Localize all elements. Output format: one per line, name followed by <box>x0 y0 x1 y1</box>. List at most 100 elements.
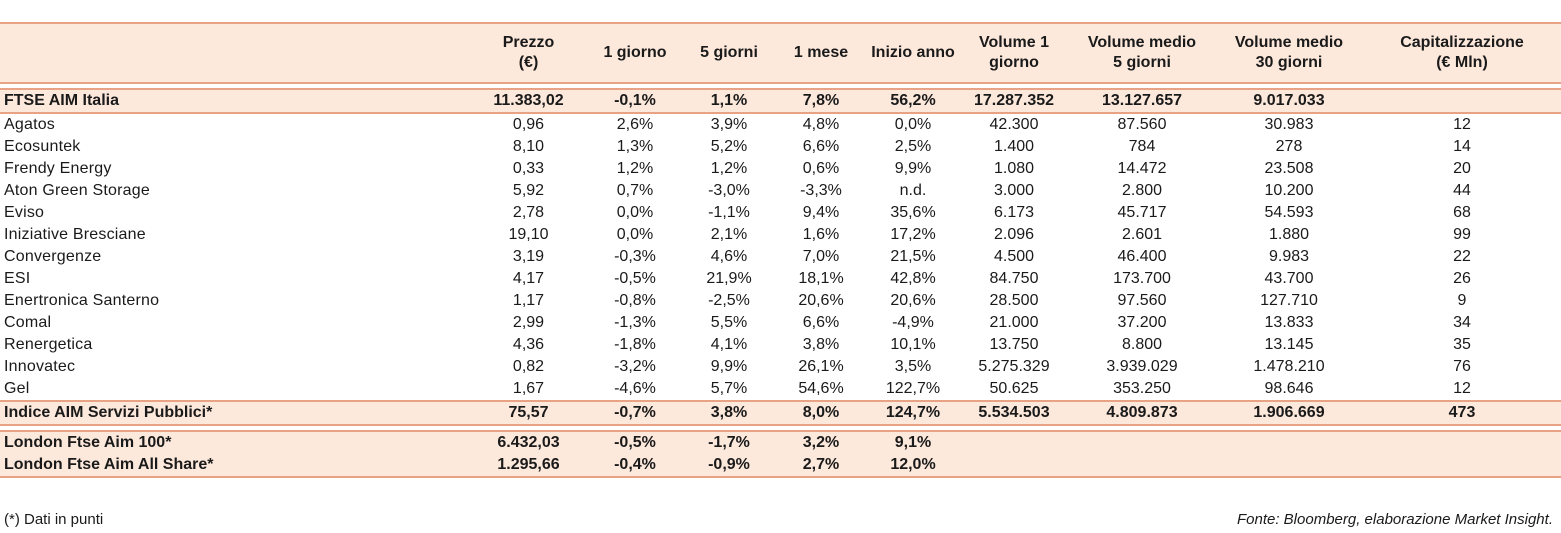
table-row: Eviso 2,78 0,0% -1,1% 9,4% 35,6% 6.173 45.717 54… <box>0 202 1561 224</box>
table-cell: 3,8% <box>683 400 775 426</box>
table-cell <box>1215 430 1363 454</box>
table-cell: 2,1% <box>683 224 775 246</box>
footnote: (*) Dati in punti <box>4 511 104 528</box>
table-cell: -0,7% <box>587 400 683 426</box>
london-aim-100-row: London Ftse Aim 100* 6.432,03 -0,5% -1,7% 3,… <box>0 430 1561 454</box>
row-label: Frendy Energy <box>0 158 470 180</box>
table-cell: 1.400 <box>959 136 1069 158</box>
column-header: 1 mese <box>775 22 867 84</box>
table-cell: 10,1% <box>867 334 959 356</box>
table-cell: -4,9% <box>867 312 959 334</box>
table-cell: 4,17 <box>470 268 587 290</box>
table-cell: 1,17 <box>470 290 587 312</box>
row-label: FTSE AIM Italia <box>0 88 470 114</box>
table-cell: 12 <box>1363 113 1561 136</box>
london-aim-all-share-row: London Ftse Aim All Share* 1.295,66 -0,4% -… <box>0 454 1561 478</box>
table-cell: 2,78 <box>470 202 587 224</box>
table-cell: 9,9% <box>867 158 959 180</box>
row-label: Innovatec <box>0 356 470 378</box>
column-header: Volume medio 5 giorni <box>1069 22 1215 84</box>
table-cell: 1,1% <box>683 88 775 114</box>
row-label: Agatos <box>0 113 470 136</box>
table-cell: -0,8% <box>587 290 683 312</box>
table-cell <box>1363 430 1561 454</box>
table-cell: 2,7% <box>775 454 867 478</box>
row-label: Gel <box>0 378 470 401</box>
table-cell: 1,6% <box>775 224 867 246</box>
table-cell: 26,1% <box>775 356 867 378</box>
table-cell: 6,6% <box>775 136 867 158</box>
ftse-aim-italia-row: FTSE AIM Italia 11.383,02 -0,1% 1,1% 7,8% 56,… <box>0 88 1561 114</box>
row-spacer <box>0 425 1561 431</box>
table-cell: 13.127.657 <box>1069 88 1215 114</box>
column-header: Volume medio 30 giorni <box>1215 22 1363 84</box>
table-cell: 4,36 <box>470 334 587 356</box>
table-cell: 6.173 <box>959 202 1069 224</box>
table-row: ESI 4,17 -0,5% 21,9% 18,1% 42,8% 84.750 173.700… <box>0 268 1561 290</box>
table-cell: 14.472 <box>1069 158 1215 180</box>
table-cell: 0,33 <box>470 158 587 180</box>
table-cell: 4,6% <box>683 246 775 268</box>
table-cell: 98.646 <box>1215 378 1363 401</box>
row-spacer <box>0 83 1561 89</box>
table-cell: 0,6% <box>775 158 867 180</box>
row-label: Ecosuntek <box>0 136 470 158</box>
table-cell: 97.560 <box>1069 290 1215 312</box>
row-label: Enertronica Santerno <box>0 290 470 312</box>
table-cell: 1,67 <box>470 378 587 401</box>
table-cell: 5,2% <box>683 136 775 158</box>
column-header: Prezzo (€) <box>470 22 587 84</box>
table-cell: 44 <box>1363 180 1561 202</box>
table-cell: 17.287.352 <box>959 88 1069 114</box>
table-cell: 3,5% <box>867 356 959 378</box>
column-header: 1 giorno <box>587 22 683 84</box>
table-cell <box>1215 454 1363 478</box>
source-note: Fonte: Bloomberg, elaborazione Market In… <box>1236 511 1553 528</box>
row-label: Renergetica <box>0 334 470 356</box>
column-header: 5 giorni <box>683 22 775 84</box>
row-label: Aton Green Storage <box>0 180 470 202</box>
table-body: FTSE AIM Italia 11.383,02 -0,1% 1,1% 7,8% 56,… <box>0 83 1561 478</box>
table-cell: -0,3% <box>587 246 683 268</box>
table-cell: 124,7% <box>867 400 959 426</box>
table-cell: 21,5% <box>867 246 959 268</box>
table-row: Innovatec 0,82 -3,2% 9,9% 26,1% 3,5% 5.275.329… <box>0 356 1561 378</box>
table-cell: 54,6% <box>775 378 867 401</box>
table-cell: 42.300 <box>959 113 1069 136</box>
table-cell: 784 <box>1069 136 1215 158</box>
table-cell <box>1363 88 1561 114</box>
table-cell <box>959 454 1069 478</box>
table-cell: 19,10 <box>470 224 587 246</box>
table-row: Convergenze 3,19 -0,3% 4,6% 7,0% 21,5% 4.500 46… <box>0 246 1561 268</box>
table-cell: n.d. <box>867 180 959 202</box>
table-cell: -0,4% <box>587 454 683 478</box>
table-cell: 8.800 <box>1069 334 1215 356</box>
table-cell: 0,0% <box>587 202 683 224</box>
table-cell: 21.000 <box>959 312 1069 334</box>
table-row: Agatos 0,96 2,6% 3,9% 4,8% 0,0% 42.300 87.560 30… <box>0 113 1561 136</box>
table-cell: 13.833 <box>1215 312 1363 334</box>
table-cell: 28.500 <box>959 290 1069 312</box>
table-cell: 87.560 <box>1069 113 1215 136</box>
table-cell: 26 <box>1363 268 1561 290</box>
table-cell: 473 <box>1363 400 1561 426</box>
table-cell: 9,9% <box>683 356 775 378</box>
table-cell: 1.478.210 <box>1215 356 1363 378</box>
table-cell: 4.809.873 <box>1069 400 1215 426</box>
table-cell: 18,1% <box>775 268 867 290</box>
table-cell: 20,6% <box>867 290 959 312</box>
table-cell: 68 <box>1363 202 1561 224</box>
table-cell: 0,0% <box>587 224 683 246</box>
table-cell: -3,0% <box>683 180 775 202</box>
table-cell: 9.983 <box>1215 246 1363 268</box>
table-cell <box>1069 430 1215 454</box>
table-cell: 353.250 <box>1069 378 1215 401</box>
row-label: London Ftse Aim All Share* <box>0 454 470 478</box>
table-cell: 278 <box>1215 136 1363 158</box>
column-header: Volume 1 giorno <box>959 22 1069 84</box>
table-cell: 23.508 <box>1215 158 1363 180</box>
table-cell: 54.593 <box>1215 202 1363 224</box>
table-cell: -1,3% <box>587 312 683 334</box>
table-row: Gel 1,67 -4,6% 5,7% 54,6% 122,7% 50.625 353.250… <box>0 378 1561 401</box>
table-cell: 3,19 <box>470 246 587 268</box>
